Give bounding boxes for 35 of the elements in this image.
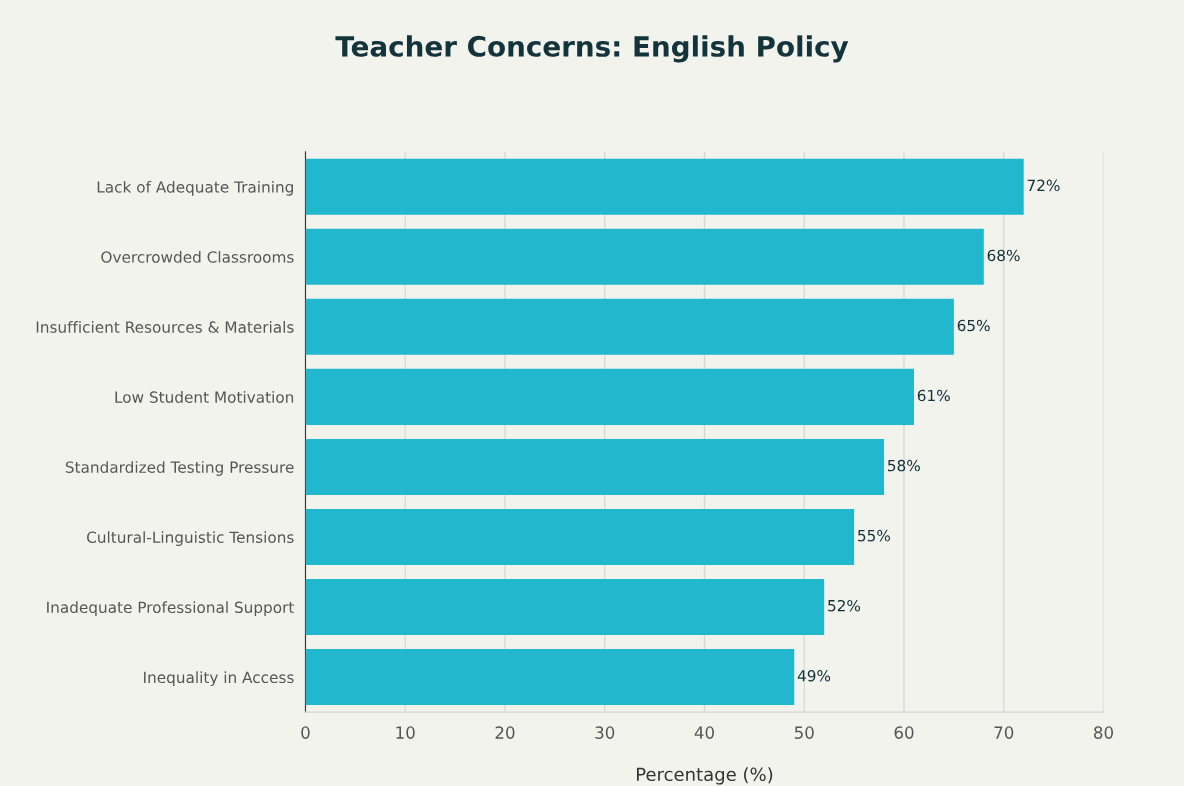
x-tick-label: 30 (595, 726, 615, 739)
y-tick-label: Inequality in Access (144, 671, 294, 687)
bar (305, 158, 1024, 215)
data-label: 58% (887, 459, 920, 472)
bar (305, 508, 855, 566)
data-label: 72% (1027, 179, 1060, 192)
bar (305, 298, 954, 355)
bar (305, 368, 914, 425)
x-tick-label: 20 (495, 726, 515, 739)
bar (305, 649, 795, 706)
bar (305, 438, 885, 495)
y-tick-label: Overcrowded Classrooms (101, 250, 294, 263)
data-label: 49% (797, 669, 831, 682)
y-tick-label: Standardized Testing Pressure (65, 461, 294, 476)
x-tick-label: 80 (1094, 726, 1113, 739)
x-tick-label: 70 (994, 726, 1014, 739)
x-tick-label: 10 (396, 726, 415, 739)
x-tick-label: 0 (301, 726, 310, 739)
data-label: 52% (828, 599, 861, 612)
x-axis-title: Percentage (%) (636, 767, 773, 785)
y-tick-label: Insufficient Resources & Materials (36, 321, 294, 333)
bar (305, 579, 825, 636)
x-tick-label: 50 (794, 726, 814, 739)
y-tick-label: Cultural-Linguistic Tensions (87, 531, 294, 546)
data-label: 61% (917, 389, 950, 402)
y-tick-label: Low Student Motivation (115, 391, 294, 403)
y-tick-label: Lack of Adequate Training (97, 180, 293, 196)
x-tick-label: 60 (894, 726, 914, 739)
bar (305, 228, 984, 285)
data-label: 55% (858, 529, 890, 542)
data-label: 65% (957, 319, 990, 332)
chart-title: Teacher Concerns: English Policy (335, 35, 849, 63)
data-label: 68% (987, 249, 1020, 262)
y-tick-label: Inadequate Professional Support (47, 601, 294, 617)
x-tick-label: 40 (694, 726, 714, 739)
